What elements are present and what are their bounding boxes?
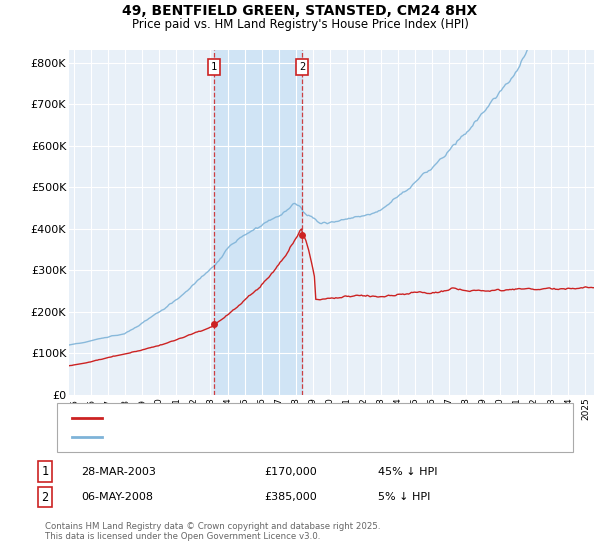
Text: £385,000: £385,000: [264, 492, 317, 502]
Text: 2: 2: [299, 62, 305, 72]
Text: 45% ↓ HPI: 45% ↓ HPI: [378, 466, 437, 477]
Bar: [214, 50, 302, 395]
Text: 49, BENTFIELD GREEN, STANSTED, CM24 8HX: 49, BENTFIELD GREEN, STANSTED, CM24 8HX: [122, 4, 478, 18]
Text: £170,000: £170,000: [264, 466, 317, 477]
Text: HPI: Average price, detached house, Uttlesford: HPI: Average price, detached house, Uttl…: [108, 432, 353, 442]
Text: Contains HM Land Registry data © Crown copyright and database right 2025.
This d: Contains HM Land Registry data © Crown c…: [45, 522, 380, 542]
Text: 2: 2: [41, 491, 49, 504]
Text: 28-MAR-2003: 28-MAR-2003: [81, 466, 156, 477]
Text: 1: 1: [41, 465, 49, 478]
Text: 5% ↓ HPI: 5% ↓ HPI: [378, 492, 430, 502]
Text: Price paid vs. HM Land Registry's House Price Index (HPI): Price paid vs. HM Land Registry's House …: [131, 18, 469, 31]
Text: 06-MAY-2008: 06-MAY-2008: [81, 492, 153, 502]
Text: 49, BENTFIELD GREEN, STANSTED, CM24 8HX (detached house): 49, BENTFIELD GREEN, STANSTED, CM24 8HX …: [108, 413, 440, 423]
Text: 1: 1: [211, 62, 217, 72]
